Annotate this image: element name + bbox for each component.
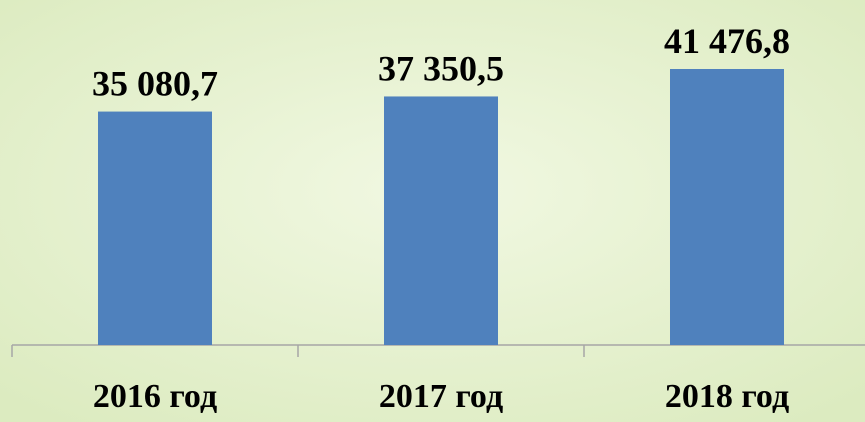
plot-area: 2016 год 35 080,7 2017 год 37 350,5 2018 год… bbox=[11, 21, 865, 415]
x-tick-label: 2017 год bbox=[379, 378, 503, 415]
bar bbox=[670, 69, 784, 345]
value-label: 41 476,8 bbox=[664, 21, 790, 61]
bar bbox=[98, 111, 212, 346]
x-tick-label: 2016 год bbox=[93, 378, 217, 415]
bar bbox=[384, 96, 498, 345]
value-label: 35 080,7 bbox=[92, 64, 218, 104]
x-tick-label: 2018 год bbox=[665, 378, 789, 415]
value-label: 37 350,5 bbox=[378, 48, 504, 88]
